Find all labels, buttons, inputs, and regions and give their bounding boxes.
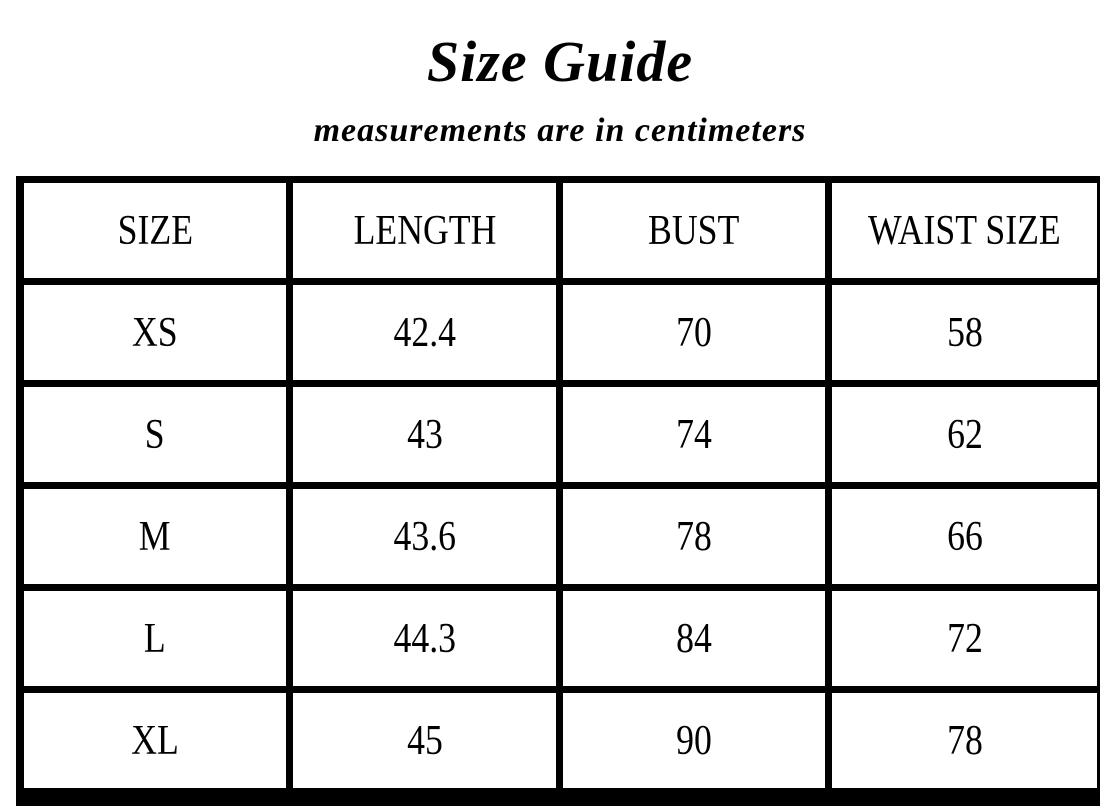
table-cell-text: 43 [406,411,443,458]
table-cell: 58 [832,285,1097,380]
column-header: SIZE [24,183,286,278]
table-cell: XL [24,693,286,788]
column-header-text: BUST [648,207,740,254]
table-cell: L [24,591,286,686]
table-cell-text: 62 [946,411,983,458]
column-header: BUST [563,183,825,278]
column-header: WAIST SIZE [832,183,1097,278]
column-header-text: SIZE [117,207,193,254]
table-cell-text: XS [132,309,178,356]
table-cell-text: XL [131,717,179,764]
table-cell-text: S [145,411,165,458]
table-cell: 45 [293,693,556,788]
table-cell: 74 [563,387,825,482]
table-cell-text: 74 [676,411,712,458]
table-cell-text: 78 [676,513,712,560]
table-cell-text: 66 [946,513,983,560]
table-cell-text: 45 [406,717,443,764]
table-cell: 62 [832,387,1097,482]
table-cell-text: 43.6 [393,513,456,560]
table-cell: M [24,489,286,584]
size-table: SIZE LENGTH BUST WAIST SIZE XS 42.4 70 58 S 43 74 6… [16,176,1100,806]
table-cell-text: 90 [676,717,712,764]
table-cell: 72 [832,591,1097,686]
table-cell-text: 78 [946,717,983,764]
table-cell-text: M [139,513,171,560]
column-header: LENGTH [293,183,556,278]
table-cell: 43.6 [293,489,556,584]
table-cell: 66 [832,489,1097,584]
table-cell: 42.4 [293,285,556,380]
table-cell-text: L [144,615,166,662]
table-cell: 70 [563,285,825,380]
page-subtitle: measurements are in centimeters [313,112,807,149]
table-cell-text: 84 [676,615,712,662]
table-cell: XS [24,285,286,380]
table-cell-text: 44.3 [393,615,456,662]
table-cell: 90 [563,693,825,788]
table-cell-text: 58 [946,309,983,356]
page-title: Size Guide [426,29,694,94]
table-cell: S [24,387,286,482]
table-cell: 84 [563,591,825,686]
table-cell-text: 70 [676,309,712,356]
column-header-text: WAIST SIZE [868,207,1061,254]
table-cell: 78 [563,489,825,584]
table-cell: 43 [293,387,556,482]
table-cell: 78 [832,693,1097,788]
table-cell-text: 72 [946,615,983,662]
table-cell-text: 42.4 [393,309,456,356]
table-cell: 44.3 [293,591,556,686]
column-header-text: LENGTH [353,207,496,254]
